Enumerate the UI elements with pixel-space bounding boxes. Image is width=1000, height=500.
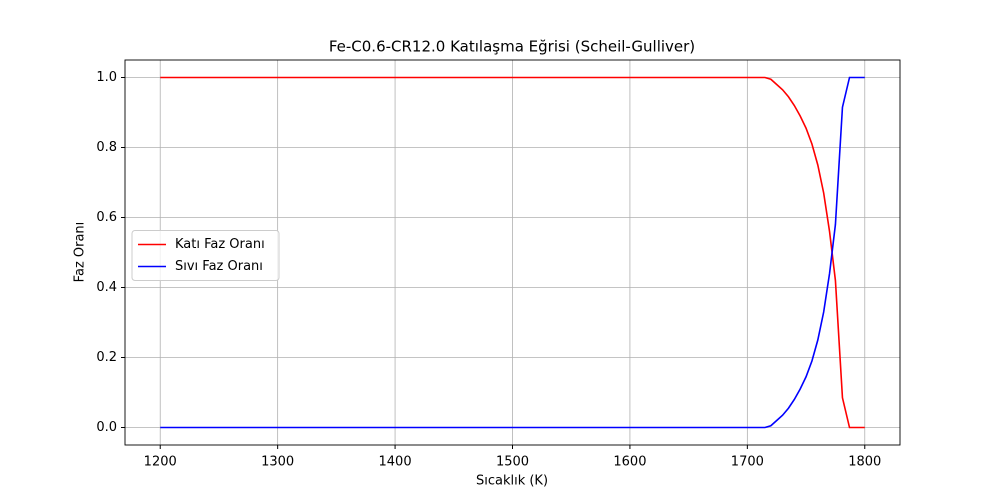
legend-box xyxy=(131,230,280,281)
legend-label: Sıvı Faz Oranı xyxy=(175,259,263,274)
data-line xyxy=(160,76,865,429)
x-tick-label: 1600 xyxy=(613,455,646,470)
x-axis-label: Sıcaklık (K) xyxy=(476,474,548,489)
y-axis-label: Faz Oranı xyxy=(73,222,88,283)
y-tick-label: 0.2 xyxy=(96,350,117,365)
plot-frame xyxy=(124,59,901,446)
x-tick-label: 1800 xyxy=(848,455,881,470)
data-line xyxy=(160,76,865,429)
y-tick-label: 1.0 xyxy=(96,70,117,85)
legend: Katı Faz Oranı Sıvı Faz Oranı xyxy=(131,230,280,281)
chart-title: Fe-C0.6-CR12.0 Katılaşma Eğrisi (Scheil-… xyxy=(329,38,695,56)
x-tick-label: 1200 xyxy=(144,455,177,470)
y-tick-label: 0.4 xyxy=(96,280,117,295)
x-tick-label: 1700 xyxy=(731,455,764,470)
legend-label: Katı Faz Oranı xyxy=(175,237,265,252)
y-tick-label: 0.0 xyxy=(96,420,117,435)
y-tick-label: 0.8 xyxy=(96,140,117,155)
x-tick-label: 1500 xyxy=(496,455,529,470)
y-tick-label: 0.6 xyxy=(96,210,117,225)
x-tick-label: 1300 xyxy=(261,455,294,470)
x-tick-label: 1400 xyxy=(379,455,412,470)
